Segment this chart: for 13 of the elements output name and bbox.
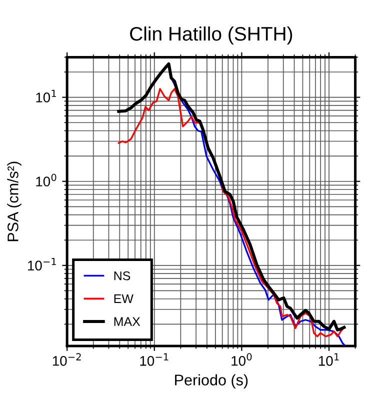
y-tick-label: 10$^{1}$ — [36, 90, 56, 102]
x-tick-label: 10$^{−1}$ — [140, 353, 168, 366]
x-axis-title: Periodo (s) — [175, 374, 248, 388]
chart-title: Clin Hatillo (SHTH) — [130, 26, 292, 45]
x-tick-label: 10$^{0}$ — [232, 353, 252, 366]
legend-label: MAX — [114, 317, 140, 326]
y-axis-title: PSA (cm/s²) — [7, 162, 22, 242]
x-tick-label: 10$^{1}$ — [318, 353, 339, 366]
legend-label: EW — [114, 294, 134, 304]
legend-label: NS — [114, 271, 130, 280]
y-tick-label: 10$^{0}$ — [36, 174, 56, 186]
x-tick-label: 10$^{−2}$ — [52, 353, 81, 366]
y-tick-label: 10$^{−1}$ — [28, 258, 56, 270]
